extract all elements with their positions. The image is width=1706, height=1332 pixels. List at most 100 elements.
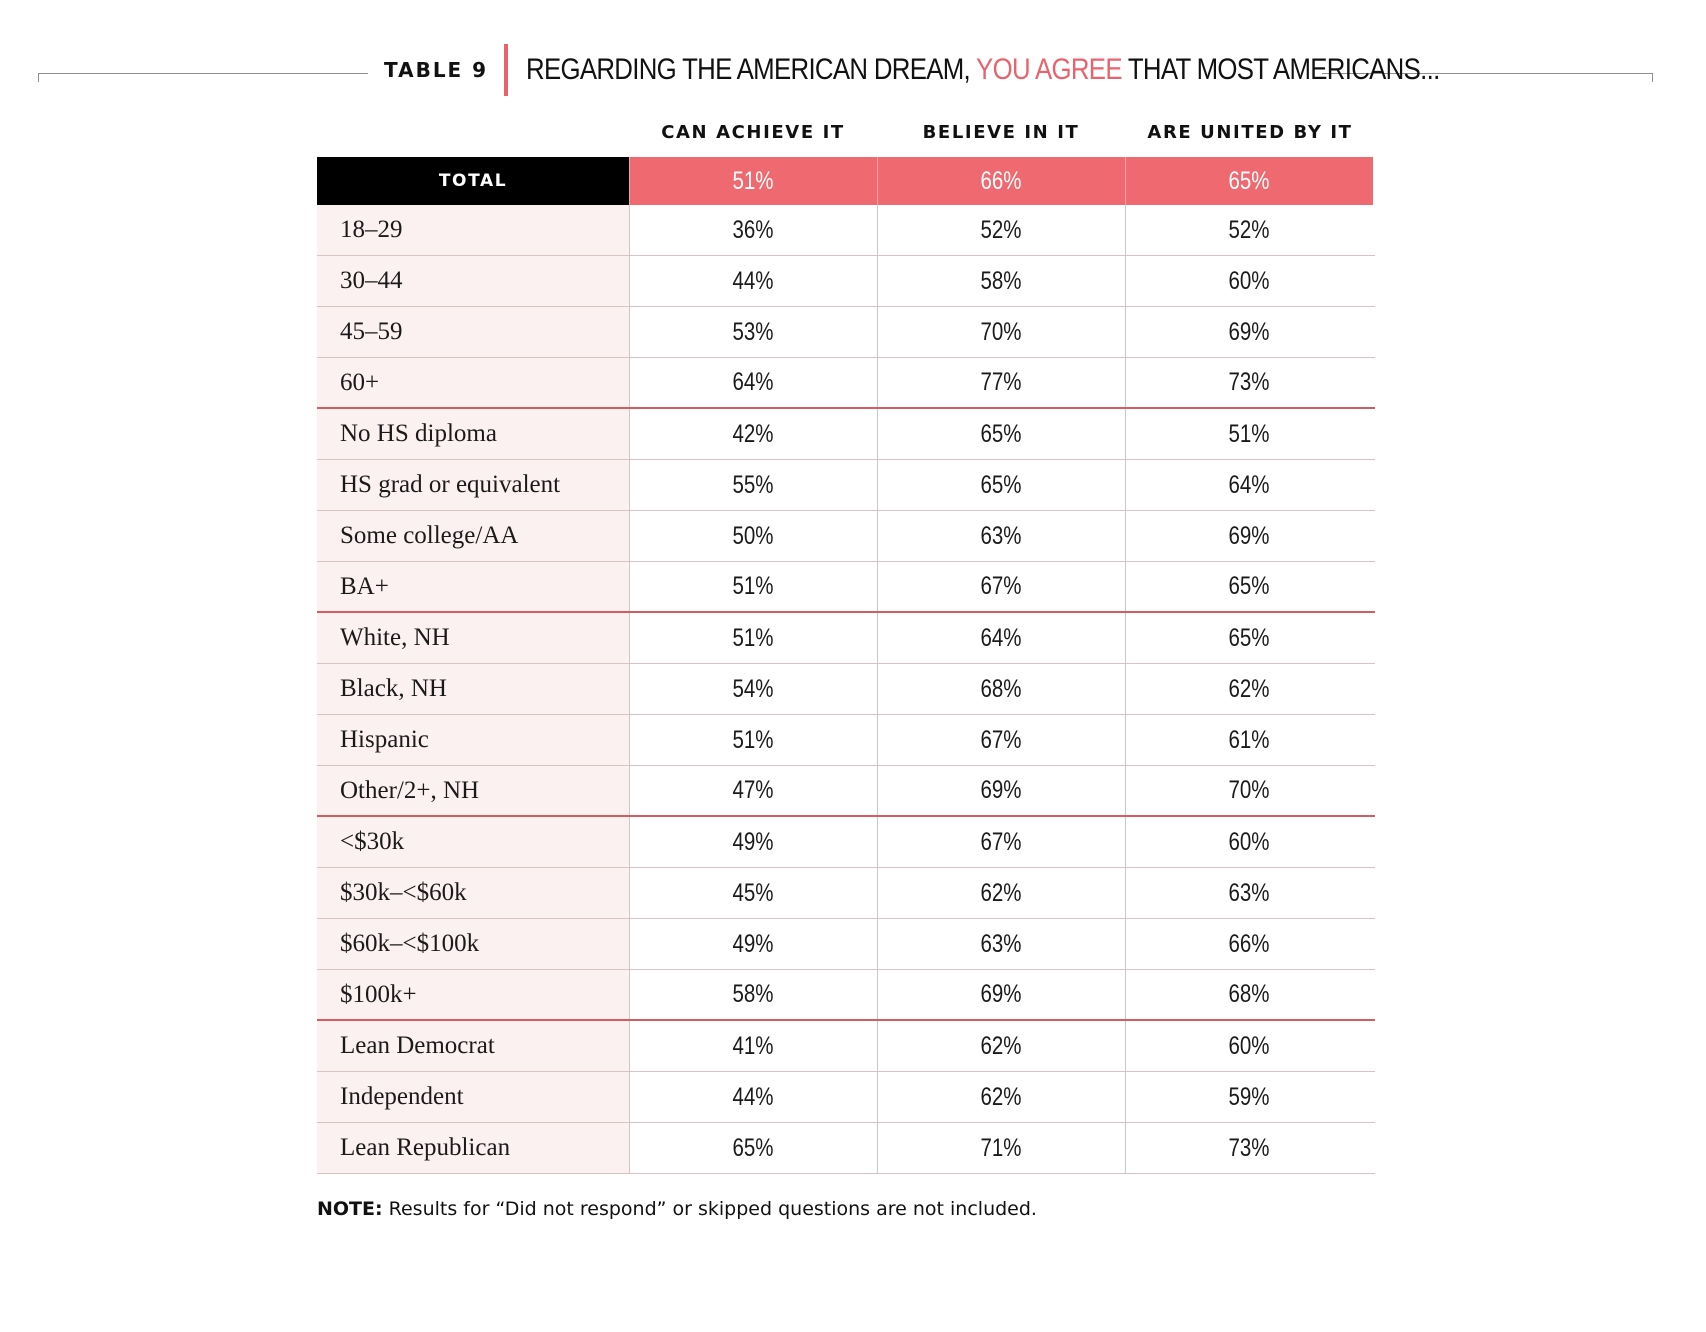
cell-value: 69% xyxy=(1228,317,1271,346)
table-row: Hispanic 51% 67% 61% xyxy=(317,715,1375,766)
table-row: Other/2+, NH 47% 69% 70% xyxy=(317,766,1375,817)
cell-united: 66% xyxy=(1125,919,1373,969)
title-rule-right xyxy=(1322,73,1652,74)
cell-value: 63% xyxy=(980,521,1023,550)
cell-believe: 77% xyxy=(877,358,1125,407)
cell-value: 65% xyxy=(980,419,1023,448)
row-label: Black, NH xyxy=(317,664,629,714)
table-row: Some college/AA 50% 63% 69% xyxy=(317,511,1375,562)
cell-believe: 65% xyxy=(877,460,1125,510)
cell-united: 62% xyxy=(1125,664,1373,714)
table-row: 18–29 36% 52% 52% xyxy=(317,205,1375,256)
cell-value: 60% xyxy=(1228,827,1271,856)
cell-believe: 64% xyxy=(877,613,1125,663)
cell-value: 51% xyxy=(732,725,775,754)
table-row: Lean Democrat 41% 62% 60% xyxy=(317,1021,1375,1072)
cell-value: 58% xyxy=(980,266,1023,295)
cell-united: 69% xyxy=(1125,307,1373,357)
cell-value: 51% xyxy=(1228,419,1271,448)
cell-can-achieve: 44% xyxy=(629,1072,877,1122)
total-label: TOTAL xyxy=(317,157,629,205)
cell-can-achieve: 55% xyxy=(629,460,877,510)
column-header-believe: BELIEVE IN IT xyxy=(922,122,1080,143)
note-label: NOTE: xyxy=(317,1198,383,1220)
cell-value: 44% xyxy=(732,1082,775,1111)
cell-united: 60% xyxy=(1125,817,1373,867)
cell-believe: 63% xyxy=(877,511,1125,561)
cell-value: 69% xyxy=(980,776,1023,804)
cell-value: 62% xyxy=(980,1082,1023,1111)
title-rule-left-tick xyxy=(38,73,39,82)
title-rule-right-tick xyxy=(1652,73,1653,82)
row-label: Independent xyxy=(317,1072,629,1122)
cell-value: 62% xyxy=(1228,674,1271,703)
cell-value: 36% xyxy=(732,215,775,244)
cell-believe: 69% xyxy=(877,970,1125,1019)
cell-value: 60% xyxy=(1228,1031,1271,1060)
cell-value: 67% xyxy=(980,725,1023,754)
row-label: Hispanic xyxy=(317,715,629,765)
cell-value: 64% xyxy=(1228,470,1271,499)
cell-value: 69% xyxy=(1228,521,1271,550)
table-row: <$30k 49% 67% 60% xyxy=(317,817,1375,868)
cell-value: 49% xyxy=(732,827,775,856)
cell-united: 60% xyxy=(1125,256,1373,306)
cell-value: 42% xyxy=(732,419,775,448)
cell-value: 51% xyxy=(732,572,775,600)
cell-value: 59% xyxy=(1228,1082,1271,1111)
total-value-can-achieve: 51% xyxy=(629,157,877,205)
cell-can-achieve: 54% xyxy=(629,664,877,714)
title-rule-left xyxy=(38,73,368,74)
cell-value: 73% xyxy=(1228,1133,1271,1162)
cell-value: 64% xyxy=(732,368,775,396)
table-row: $60k–<$100k 49% 63% 66% xyxy=(317,919,1375,970)
cell-value: 47% xyxy=(732,776,775,804)
cell-value: 54% xyxy=(732,674,775,703)
cell-value: 62% xyxy=(980,1031,1023,1060)
cell-can-achieve: 36% xyxy=(629,205,877,255)
cell-value: 44% xyxy=(732,266,775,295)
cell-believe: 67% xyxy=(877,817,1125,867)
row-label: $30k–<$60k xyxy=(317,868,629,918)
cell-believe: 62% xyxy=(877,868,1125,918)
cell-can-achieve: 64% xyxy=(629,358,877,407)
row-label: White, NH xyxy=(317,613,629,663)
row-label: Some college/AA xyxy=(317,511,629,561)
row-label: HS grad or equivalent xyxy=(317,460,629,510)
table-title-text: REGARDING THE AMERICAN DREAM, YOU AGREE … xyxy=(526,53,1440,87)
cell-can-achieve: 49% xyxy=(629,919,877,969)
cell-united: 68% xyxy=(1125,970,1373,1019)
cell-value: 49% xyxy=(732,929,775,958)
cell-value: 45% xyxy=(732,878,775,907)
cell-believe: 62% xyxy=(877,1072,1125,1122)
table-row: HS grad or equivalent 55% 65% 64% xyxy=(317,460,1375,511)
cell-believe: 67% xyxy=(877,715,1125,765)
row-label: BA+ xyxy=(317,562,629,611)
cell-believe: 70% xyxy=(877,307,1125,357)
table-title: TABLE 9 REGARDING THE AMERICAN DREAM, YO… xyxy=(384,42,1588,98)
row-label: Lean Democrat xyxy=(317,1021,629,1071)
cell-can-achieve: 53% xyxy=(629,307,877,357)
table-number-label: TABLE 9 xyxy=(384,58,489,82)
cell-united: 51% xyxy=(1125,409,1373,459)
cell-value: 50% xyxy=(732,521,775,550)
column-header-can-achieve: CAN ACHIEVE IT xyxy=(661,122,845,143)
total-value-text: 51% xyxy=(732,166,775,195)
total-value-text: 65% xyxy=(1228,166,1271,195)
data-table: TOTAL 51% 66% 65% 18–29 36% 52% 52% 30–44 44%… xyxy=(317,157,1375,1174)
row-label: Lean Republican xyxy=(317,1123,629,1173)
cell-value: 52% xyxy=(980,215,1023,244)
total-value-believe: 66% xyxy=(877,157,1125,205)
table-row: Lean Republican 65% 71% 73% xyxy=(317,1123,1375,1174)
cell-value: 68% xyxy=(1228,980,1271,1008)
cell-believe: 62% xyxy=(877,1021,1125,1071)
table-row-total: TOTAL 51% 66% 65% xyxy=(317,157,1375,205)
cell-can-achieve: 51% xyxy=(629,562,877,611)
cell-value: 55% xyxy=(732,470,775,499)
cell-value: 64% xyxy=(980,623,1023,652)
cell-value: 61% xyxy=(1228,725,1271,754)
cell-value: 67% xyxy=(980,827,1023,856)
cell-value: 67% xyxy=(980,572,1023,600)
table-row: 45–59 53% 70% 69% xyxy=(317,307,1375,358)
table-row: BA+ 51% 67% 65% xyxy=(317,562,1375,613)
